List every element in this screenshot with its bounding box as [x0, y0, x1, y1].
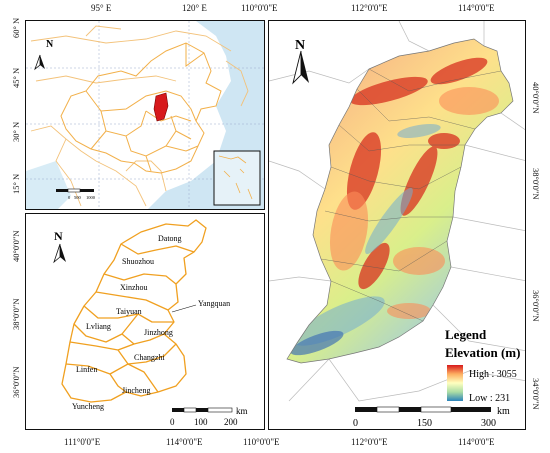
lon-tick-95: 95° E [91, 3, 112, 13]
city-label-jincheng: Jincheng [122, 386, 150, 395]
china-overview-map: N 0 500 1000 [26, 21, 264, 209]
inset-islands [218, 155, 253, 200]
city-boundaries [61, 219, 207, 403]
city-label-lvliang: Lvliang [86, 322, 111, 331]
city-label-changzhi: Changzhi [134, 353, 165, 362]
top-lon-tick-110: 110°0'0"E [241, 3, 278, 13]
scale-150: 150 [417, 418, 432, 429]
scale-500: 500 [74, 195, 82, 200]
lon-tick-120: 120° E [182, 3, 207, 13]
elevation-color-ramp [447, 365, 463, 401]
scale-bar [172, 407, 233, 413]
city-label-yuncheng: Yuncheng [72, 402, 104, 411]
scale-100: 100 [194, 417, 208, 427]
top-lon-tick-112: 112°0'0"E [351, 3, 388, 13]
lat-tick-36: 36°0'0"N [11, 366, 21, 398]
china-overview-panel: N 0 500 1000 [25, 20, 265, 210]
lat-tick-45: 45° N [11, 67, 21, 88]
top-lon-tick-114: 114°0'0"E [458, 3, 495, 13]
north-arrow-icon [292, 50, 309, 85]
shanxi-cities-panel: N Datong Shuozhou Xinzhou Yangquan Taiyu… [25, 213, 265, 430]
lon-tick-111: 111°0'0"E [64, 437, 101, 447]
north-arrow-icon [34, 54, 45, 71]
city-label-linfen: Linfen [76, 365, 97, 374]
city-label-shuozhou: Shuozhou [122, 257, 154, 266]
scale-1000: 1000 [86, 195, 96, 200]
shanxi-highlight [153, 92, 169, 122]
surrounding-borders [269, 21, 525, 402]
legend-low: Low : 231 [469, 393, 510, 404]
south-china-sea-inset [213, 150, 261, 206]
scale-200: 200 [224, 417, 238, 427]
elevation-panel: N Legend Elevation (m) High : 3055 Low :… [268, 20, 526, 430]
lat-tick-40: 40°0'0"N [11, 230, 21, 262]
scale-bar [56, 188, 94, 193]
city-label-jinzhong: Jinzhong [144, 328, 173, 337]
right-lat-tick-38: 38°0'0"N [531, 168, 541, 200]
legend-title: Legend [445, 327, 487, 342]
internal-city-borders [320, 68, 502, 322]
scale-0: 0 [68, 195, 71, 200]
legend-subtitle: Elevation (m) [445, 345, 520, 360]
scale-0: 0 [353, 418, 358, 429]
lat-tick-38: 38°0'0"N [11, 298, 21, 330]
lon-tick-114: 114°0'0"E [166, 437, 203, 447]
right-lat-tick-34: 34°0'0"N [531, 378, 541, 410]
north-arrow-icon [53, 243, 66, 264]
city-label-yangquan: Yangquan [198, 299, 230, 308]
lat-tick-15: 15° N [11, 173, 21, 194]
right-lat-tick-40: 40°0'0"N [531, 82, 541, 114]
north-label: N [46, 39, 54, 50]
scale-300: 300 [481, 418, 496, 429]
indian-ocean [26, 161, 71, 209]
lat-tick-60: 60° N [11, 17, 21, 38]
lat-tick-30: 30° N [11, 121, 21, 142]
right-lat-tick-36: 36°0'0"N [531, 290, 541, 322]
bottom-lon-tick-110: 110°0'0"E [243, 437, 280, 447]
shanxi-outline [286, 38, 514, 364]
bottom-lon-tick-114: 114°0'0"E [458, 437, 495, 447]
scale-bar [355, 406, 491, 413]
elevation-map: N Legend Elevation (m) High : 3055 Low :… [269, 21, 525, 429]
scale-0: 0 [170, 417, 175, 427]
scale-unit: km [497, 406, 510, 417]
north-label: N [295, 38, 305, 53]
city-label-datong: Datong [158, 234, 182, 243]
north-label: N [54, 229, 63, 243]
city-label-xinzhou: Xinzhou [120, 283, 148, 292]
bottom-lon-tick-112: 112°0'0"E [351, 437, 388, 447]
scale-unit: km [236, 406, 248, 416]
country-borders [30, 25, 249, 207]
yangquan-leader-line [171, 304, 197, 313]
legend-high: High : 3055 [469, 369, 517, 380]
city-label-taiyuan: Taiyuan [116, 307, 142, 316]
shanxi-cities-map: N Datong Shuozhou Xinzhou Yangquan Taiyu… [53, 219, 248, 427]
china-provinces [60, 42, 222, 174]
